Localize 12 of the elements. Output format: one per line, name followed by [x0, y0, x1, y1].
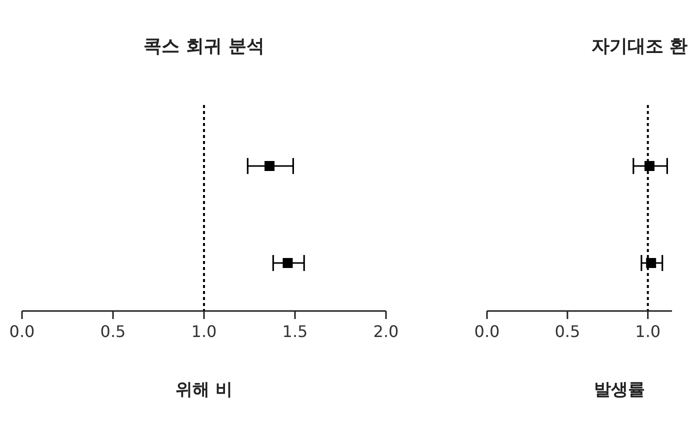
x-tick-label: 0.0 [9, 322, 35, 341]
x-axis-title: 발생률 [594, 380, 645, 400]
x-tick-label: 0.0 [474, 322, 500, 341]
x-tick-label: 0.5 [100, 322, 126, 341]
x-tick-label: 0.5 [554, 322, 580, 341]
chart-title: 자기대조 환 [591, 36, 688, 57]
x-tick-label: 1.0 [191, 322, 217, 341]
chart-title: 콕스 회귀 분석 [144, 36, 264, 57]
x-tick-label: 1.5 [282, 322, 308, 341]
x-tick-label: 2.0 [373, 322, 399, 341]
x-tick-label: 1.0 [635, 322, 661, 341]
x-axis-title: 위해 비 [176, 380, 232, 400]
